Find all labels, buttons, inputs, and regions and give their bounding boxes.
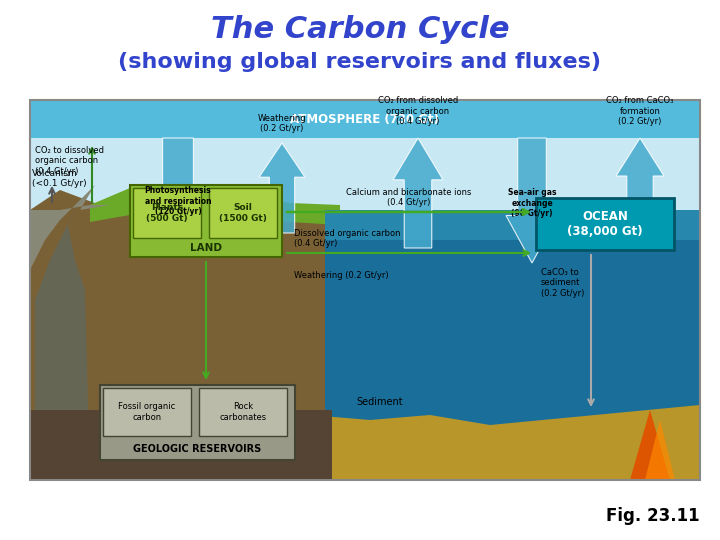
Bar [30,100,700,480]
Text: Weathering
(0.2 Gt/yr): Weathering (0.2 Gt/yr) [258,113,306,133]
Text: Volcanism
(<0.1 Gt/yr): Volcanism (<0.1 Gt/yr) [32,168,86,188]
Text: Soil
(1500 Gt): Soil (1500 Gt) [219,203,267,222]
Text: CaCO₃ to
sediment
(0.2 Gt/yr): CaCO₃ to sediment (0.2 Gt/yr) [541,268,585,298]
Bar [536,198,674,250]
Bar [30,100,700,138]
Text: Fossil organic
carbon: Fossil organic carbon [118,402,176,422]
Text: Dissolved organic carbon
(0.4 Gt/yr): Dissolved organic carbon (0.4 Gt/yr) [294,228,400,248]
Bar [130,185,282,257]
Polygon shape [325,210,700,480]
Text: CO₂ from CaCO₃
formation
(0.2 Gt/yr): CO₂ from CaCO₃ formation (0.2 Gt/yr) [606,96,674,126]
Polygon shape [35,200,90,480]
Polygon shape [506,138,558,263]
Polygon shape [616,138,664,238]
Text: CO₂ from dissolved
organic carbon
(0.4 Gt/yr): CO₂ from dissolved organic carbon (0.4 G… [378,96,458,126]
Polygon shape [270,405,700,480]
Text: ATMOSPHERE (730 Gt): ATMOSPHERE (730 Gt) [290,112,439,125]
Text: Calcium and bicarbonate ions
(0.4 Gt/yr): Calcium and bicarbonate ions (0.4 Gt/yr) [346,187,472,207]
Polygon shape [393,138,443,248]
Text: (showing global reservoirs and fluxes): (showing global reservoirs and fluxes) [119,52,601,72]
Text: Photosynthesis
and respiration
(120 Gt/yr): Photosynthesis and respiration (120 Gt/y… [145,186,211,216]
Polygon shape [630,410,670,480]
Polygon shape [259,143,305,233]
Text: GEOLOGIC RESERVOIRS: GEOLOGIC RESERVOIRS [133,444,261,454]
Bar [199,388,287,436]
Text: LAND: LAND [190,243,222,253]
Bar [103,388,191,436]
Bar [209,188,277,238]
Text: Rock
carbonates: Rock carbonates [220,402,266,422]
Bar [30,410,331,480]
Polygon shape [325,210,700,240]
Bar [30,100,700,480]
Polygon shape [30,185,110,480]
Text: The Carbon Cycle: The Carbon Cycle [211,16,509,44]
Text: CO₂ to dissolved
organic carbon
(0.4 Gt/yr): CO₂ to dissolved organic carbon (0.4 Gt/… [35,146,104,176]
Polygon shape [150,138,206,253]
Polygon shape [645,420,675,480]
Text: Weathering (0.2 Gt/yr): Weathering (0.2 Gt/yr) [294,271,389,280]
Bar [100,385,295,460]
Text: Fig. 23.11: Fig. 23.11 [606,507,700,525]
Text: Plants
(500 Gt): Plants (500 Gt) [146,203,188,222]
Polygon shape [30,190,340,480]
Bar [133,188,201,238]
Text: OCEAN
(38,000 Gt): OCEAN (38,000 Gt) [567,210,643,238]
Text: Sea-air gas
exchange
(90 Gt/yr): Sea-air gas exchange (90 Gt/yr) [508,188,557,218]
Text: Sediment: Sediment [356,397,403,407]
Polygon shape [90,188,340,225]
